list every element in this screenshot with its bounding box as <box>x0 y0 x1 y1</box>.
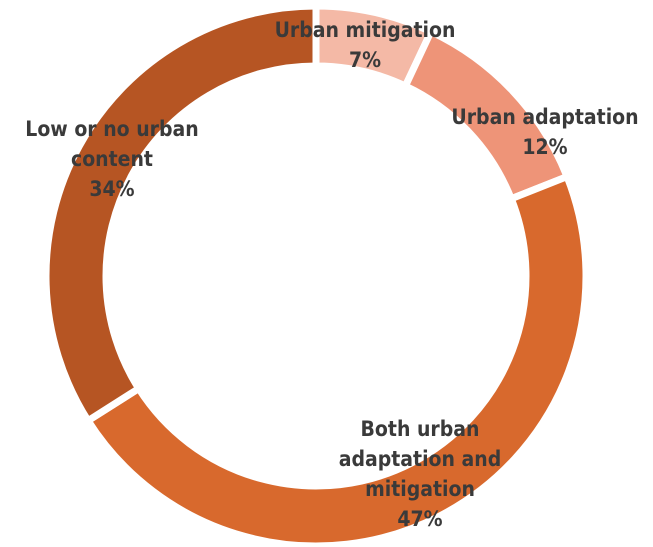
slice-value-label: 12% <box>522 135 567 159</box>
slice-name-line: Urban mitigation <box>275 18 456 42</box>
slice-name-line: Low or no urban <box>25 117 198 141</box>
slice-label-0: Urban mitigation 7% <box>275 18 456 72</box>
slice-2 <box>83 172 590 547</box>
slice-3 <box>42 2 320 426</box>
slice-value-label: 7% <box>349 48 381 72</box>
slice-name-line: adaptation and <box>339 447 502 471</box>
slice-label-1: Urban adaptation 12% <box>451 105 638 159</box>
slice-label-2: Both urban adaptation and mitigation 47% <box>339 417 502 531</box>
slice-name-line: Urban adaptation <box>451 105 638 129</box>
slice-value-label: 47% <box>397 507 442 531</box>
slice-name-line: mitigation <box>365 477 475 501</box>
slices-group <box>42 2 590 547</box>
labels-group: Urban mitigation 7% Urban adaptation 12% Bot… <box>25 18 638 531</box>
slice-value-label: 34% <box>89 177 134 201</box>
slice-name-line: content <box>71 147 153 171</box>
slice-name-line: Both urban <box>361 417 480 441</box>
slice-label-3: Low or no urban content 34% <box>25 117 198 201</box>
